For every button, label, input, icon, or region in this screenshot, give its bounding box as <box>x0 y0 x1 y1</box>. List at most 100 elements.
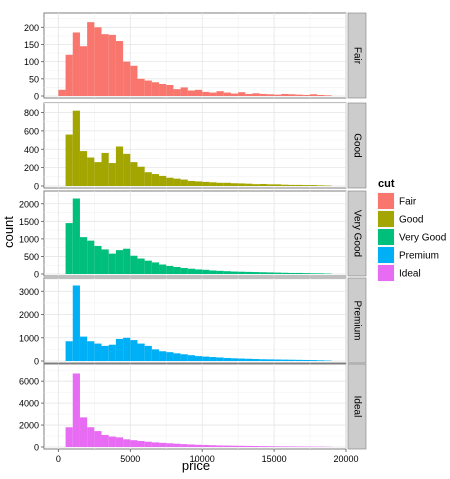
histogram-bar <box>324 95 332 96</box>
histogram-bar <box>79 336 88 361</box>
histogram-bar <box>202 445 210 447</box>
legend-item: Very Good <box>376 227 446 247</box>
histogram-bar <box>65 223 73 274</box>
histogram-bar <box>245 358 253 361</box>
x-axis-title: price <box>182 458 210 473</box>
histogram-bar <box>295 184 303 186</box>
y-tick-label: 200 <box>24 163 39 173</box>
x-tick-label: 15000 <box>262 454 287 464</box>
histogram-bar <box>65 54 73 96</box>
histogram-bar <box>187 268 195 274</box>
histogram-bar <box>173 353 181 361</box>
y-tick-label: 2000 <box>19 310 39 320</box>
legend-label: Premium <box>399 251 439 262</box>
y-tick-label: 0 <box>34 182 39 192</box>
histogram-bar <box>151 82 160 96</box>
histogram-bar <box>230 183 239 186</box>
histogram-bar <box>180 354 188 361</box>
histogram-bar <box>65 134 73 186</box>
facet-panel-fair: 0 50 100 150 200 Fair <box>24 12 367 102</box>
legend-item: Premium <box>376 245 439 265</box>
y-tick-label: 0 <box>34 443 39 453</box>
histogram-bar <box>87 341 95 361</box>
histogram-bar <box>281 272 289 274</box>
histogram-bar <box>281 93 289 96</box>
histogram-bar <box>115 41 124 96</box>
histogram-bar <box>79 46 88 96</box>
histogram-bar <box>94 431 102 447</box>
histogram-bar <box>317 360 325 361</box>
histogram-bar <box>238 271 246 274</box>
histogram-bar <box>230 93 239 96</box>
histogram-bar <box>295 359 303 361</box>
histogram-bar <box>274 184 282 186</box>
x-tick-label: 5000 <box>120 454 140 464</box>
y-tick-label: 2000 <box>19 199 39 209</box>
histogram-bar <box>94 27 102 96</box>
histogram-bar <box>108 34 116 96</box>
histogram-bar <box>238 358 246 361</box>
legend-key-swatch <box>378 265 394 281</box>
y-axis-title: count <box>1 216 16 248</box>
histogram-bar <box>180 87 188 96</box>
histogram-bar <box>87 427 95 447</box>
histogram-bar <box>72 110 80 186</box>
histogram-bar <box>259 272 267 274</box>
histogram-bar <box>230 445 239 447</box>
histogram-bar <box>295 94 303 96</box>
legend: cut Fair Good Very Good Premium Ideal <box>376 178 446 283</box>
facet-panel-premium: 0 1000 2000 3000 Premium <box>19 277 367 367</box>
histogram-bar <box>259 183 267 186</box>
histogram-bar <box>166 85 174 96</box>
histogram-bar <box>130 255 138 274</box>
histogram-bar <box>259 359 267 361</box>
legend-key-swatch <box>378 193 394 209</box>
histogram-bar <box>108 436 116 447</box>
y-tick-label: 150 <box>24 40 39 50</box>
histogram-bar <box>216 91 224 96</box>
histogram-bar <box>173 89 181 96</box>
histogram-bar <box>245 183 253 186</box>
histogram-bar <box>159 442 167 447</box>
legend-title: cut <box>378 178 395 190</box>
facet-strip-label: Fair <box>352 47 363 65</box>
y-tick-label: 600 <box>24 126 39 136</box>
histogram-bar <box>159 264 167 274</box>
histogram-bar <box>108 253 116 274</box>
histogram-bar <box>302 359 311 361</box>
histogram-bar <box>87 22 95 96</box>
histogram-bar <box>209 182 217 186</box>
histogram-bar <box>202 269 210 274</box>
histogram-bar <box>159 83 167 96</box>
histogram-bar <box>166 443 174 447</box>
legend-label: Fair <box>399 197 417 208</box>
histogram-bar <box>123 439 131 447</box>
histogram-bar <box>302 185 311 186</box>
histogram-bar <box>151 442 160 447</box>
histogram-bar <box>72 285 80 361</box>
histogram-bar <box>310 94 318 96</box>
facet-strip <box>347 102 367 189</box>
histogram-bar <box>65 341 73 361</box>
histogram-bar <box>137 78 145 96</box>
histogram-bar <box>223 92 231 96</box>
histogram-bar <box>230 358 239 361</box>
histogram-bar <box>302 273 311 274</box>
histogram-bar <box>79 237 88 274</box>
x-axis: 0 5000 10000 15000 20000 <box>56 449 359 464</box>
histogram-bar <box>216 357 224 361</box>
facet-strip <box>347 190 367 277</box>
histogram-bar <box>317 273 325 274</box>
histogram-bar <box>252 93 260 96</box>
histogram-bar <box>108 344 116 361</box>
histogram-bar <box>223 182 231 186</box>
legend-label: Very Good <box>399 233 446 244</box>
histogram-bar <box>317 185 325 186</box>
y-tick-label: 1000 <box>19 234 39 244</box>
legend-label: Ideal <box>399 269 421 280</box>
histogram-bar <box>72 32 80 96</box>
histogram-bar <box>230 271 239 274</box>
histogram-bar <box>252 359 260 361</box>
x-tick-label: 0 <box>56 454 61 464</box>
histogram-bar <box>259 93 267 96</box>
